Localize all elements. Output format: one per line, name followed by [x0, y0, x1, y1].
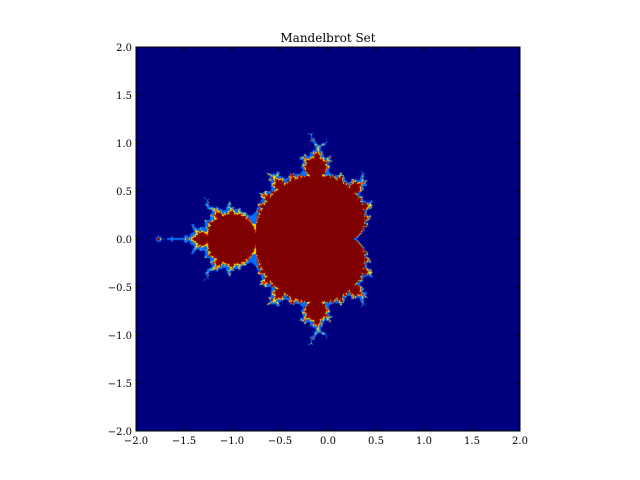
y-tick-label: −2.0: [108, 427, 132, 438]
x-tick-label: 2.0: [512, 436, 528, 447]
x-tick-label: 0.0: [320, 436, 336, 447]
x-tick-label: −0.5: [268, 436, 292, 447]
x-tick-label: −2.0: [124, 436, 148, 447]
y-tick-label: 2.0: [116, 43, 132, 54]
x-tick-label: 1.5: [464, 436, 480, 447]
x-tick-label: 0.5: [368, 436, 384, 447]
heatmap-container: [136, 47, 520, 431]
x-tick-label: 1.0: [416, 436, 432, 447]
x-tick-label: −1.0: [220, 436, 244, 447]
y-tick-label: 0.5: [116, 187, 132, 198]
y-tick-label: 1.0: [116, 139, 132, 150]
x-tick-label: −1.5: [172, 436, 196, 447]
y-tick-label: 0.0: [116, 235, 132, 246]
x-axis: −2.0 −1.5 −1.0 −0.5 0.0 0.5 1.0 1.5 2.0: [124, 47, 528, 447]
y-tick-label: 1.5: [116, 91, 132, 102]
y-tick-label: −1.5: [108, 379, 132, 390]
y-tick-label: −0.5: [108, 283, 132, 294]
y-tick-label: −1.0: [108, 331, 132, 342]
y-axis: −2.0 −1.5 −1.0 −0.5 0.0 0.5 1.0 1.5 2.0: [108, 43, 520, 438]
mandelbrot-heatmap: [136, 47, 520, 431]
chart-title: Mandelbrot Set: [280, 31, 375, 45]
